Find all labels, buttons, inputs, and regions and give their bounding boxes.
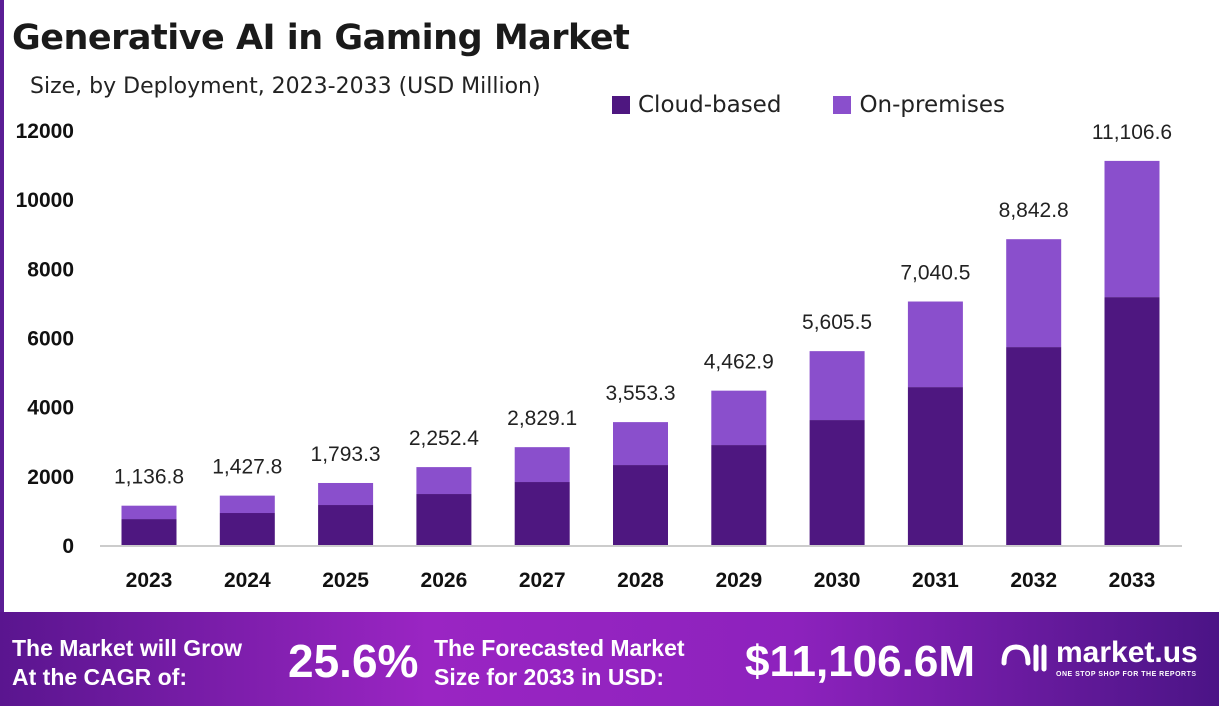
x-tick-label: 2027: [519, 569, 566, 592]
bar-on-premises: [711, 390, 767, 446]
legend-label-cloud: Cloud-based: [638, 92, 782, 118]
legend-item-cloud: Cloud-based: [612, 92, 781, 118]
forecast-value: $11,106.6M: [745, 637, 975, 686]
forecast-label: The Forecasted Market Size for 2033 in US…: [434, 634, 685, 692]
x-tick-label: 2031: [912, 569, 959, 592]
y-tick-label: 12000: [16, 120, 74, 143]
bar-cloud-based: [1006, 347, 1062, 545]
x-tick-label: 2028: [617, 569, 664, 592]
legend-swatch-onprem: [833, 96, 852, 114]
cagr-label: The Market will Grow At the CAGR of:: [12, 634, 242, 692]
bar-cloud-based: [514, 482, 570, 545]
bar-cloud-based: [809, 420, 865, 545]
total-data-label: 8,842.8: [999, 199, 1069, 222]
y-tick-label: 0: [62, 535, 74, 558]
y-tick-label: 10000: [16, 189, 74, 212]
cagr-value: 25.6%: [288, 635, 419, 687]
y-tick-label: 2000: [27, 466, 74, 489]
bar-cloud-based: [907, 387, 963, 545]
x-tick-label: 2023: [126, 569, 173, 592]
bar-cloud-based: [613, 465, 668, 545]
chart-frame: [0, 0, 4, 612]
x-tick-label: 2033: [1109, 569, 1156, 592]
total-data-label: 1,136.8: [114, 466, 184, 489]
y-tick-label: 6000: [27, 328, 74, 351]
logo-tagline: ONE STOP SHOP FOR THE REPORTS: [1056, 671, 1197, 678]
cagr-label-line1: The Market will Grow: [12, 635, 243, 661]
legend-item-onprem: On-premises: [833, 92, 1005, 118]
x-tick-label: 2032: [1010, 569, 1057, 592]
total-data-label: 7,040.5: [900, 262, 970, 285]
x-tick-label: 2030: [814, 569, 861, 592]
bar-on-premises: [416, 467, 472, 495]
total-data-label: 2,829.1: [507, 407, 577, 430]
chart-title: Generative AI in Gaming Market: [12, 18, 630, 58]
bar-on-premises: [907, 301, 963, 388]
total-data-label: 4,462.9: [704, 351, 774, 374]
logo-name: market.us: [1056, 636, 1198, 669]
total-data-label: 2,252.4: [409, 427, 479, 450]
x-tick-label: 2029: [715, 569, 762, 592]
x-tick-label: 2025: [322, 569, 369, 592]
x-tick-label: 2026: [421, 569, 468, 592]
logo-icon: [1001, 644, 1047, 672]
legend: Cloud-based On-premises: [612, 92, 1005, 118]
y-tick-label: 8000: [27, 258, 74, 281]
bar-on-premises: [809, 351, 865, 421]
bar-chart: 0 2000 4000 6000 8000 10000 12000 1,136.8 2023 1,…: [16, 120, 1182, 592]
bar-cloud-based: [416, 494, 472, 545]
chart-subtitle: Size, by Deployment, 2023-2033 (USD Mill…: [30, 74, 541, 99]
y-tick-label: 4000: [27, 397, 74, 420]
bar-cloud-based: [1104, 297, 1160, 545]
footer-banner: The Market will Grow At the CAGR of: 25.6…: [0, 612, 1219, 706]
market-us-logo: market.us ONE STOP SHOP FOR THE REPORTS: [1000, 636, 1198, 680]
bar-on-premises: [514, 447, 570, 483]
cagr-label-line2: At the CAGR of:: [12, 664, 188, 690]
bar-on-premises: [121, 505, 177, 520]
x-tick-label: 2024: [224, 569, 271, 592]
total-data-label: 1,427.8: [212, 456, 282, 479]
bar-on-premises: [613, 422, 668, 466]
total-data-label: 5,605.5: [802, 311, 872, 334]
bar-on-premises: [219, 495, 275, 514]
bar-cloud-based: [711, 445, 767, 545]
total-data-label: 3,553.3: [605, 382, 675, 405]
bar-cloud-based: [121, 519, 177, 545]
legend-swatch-cloud: [612, 96, 630, 114]
forecast-label-line1: The Forecasted Market: [434, 635, 685, 661]
bar-cloud-based: [219, 513, 275, 545]
bar-on-premises: [1006, 239, 1062, 348]
bar-on-premises: [318, 482, 374, 506]
bar-cloud-based: [318, 505, 374, 545]
bar-on-premises: [1104, 160, 1160, 298]
total-data-label: 1,793.3: [311, 443, 381, 466]
total-data-label: 11,106.6: [1092, 121, 1172, 144]
legend-label-onprem: On-premises: [859, 92, 1006, 118]
forecast-label-line2: Size for 2033 in USD:: [434, 664, 665, 690]
